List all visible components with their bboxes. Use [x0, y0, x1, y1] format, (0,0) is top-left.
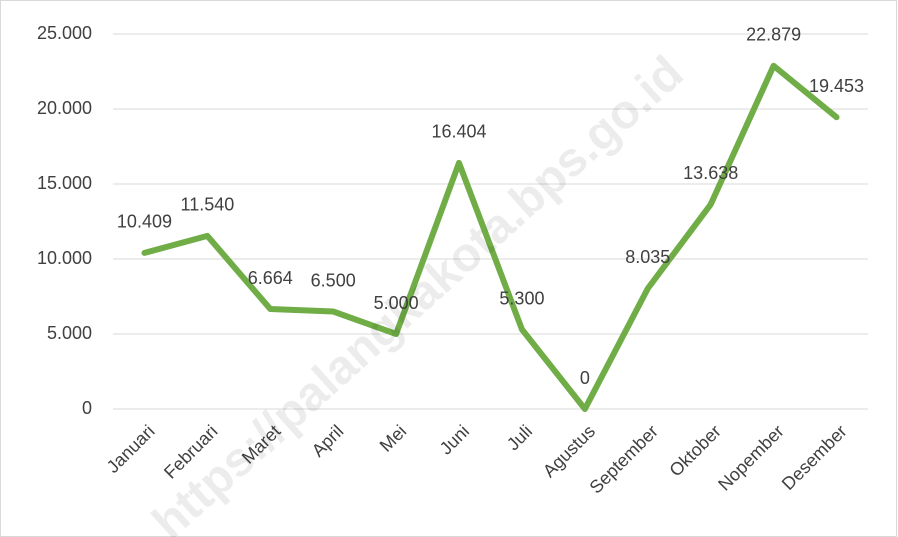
data-label: 10.409 [117, 212, 172, 232]
data-label: 22.879 [746, 25, 801, 45]
data-label: 13.638 [683, 163, 738, 183]
y-tick-label: 25.000 [37, 23, 92, 43]
y-tick-label: 10.000 [37, 248, 92, 268]
y-tick-label: 5.000 [47, 323, 92, 343]
data-label: 19.453 [809, 76, 864, 96]
data-label: 5.000 [374, 293, 419, 313]
data-label: 0 [580, 368, 590, 388]
data-label: 6.664 [248, 268, 293, 288]
y-tick-label: 0 [82, 398, 92, 418]
data-label: 8.035 [625, 247, 670, 267]
y-tick-label: 20.000 [37, 98, 92, 118]
y-tick-label: 15.000 [37, 173, 92, 193]
data-label: 11.540 [181, 195, 235, 215]
data-label: 5.300 [499, 288, 544, 308]
data-label: 6.500 [311, 270, 356, 290]
data-label: 16.404 [432, 122, 487, 142]
line-series [141, 62, 840, 412]
